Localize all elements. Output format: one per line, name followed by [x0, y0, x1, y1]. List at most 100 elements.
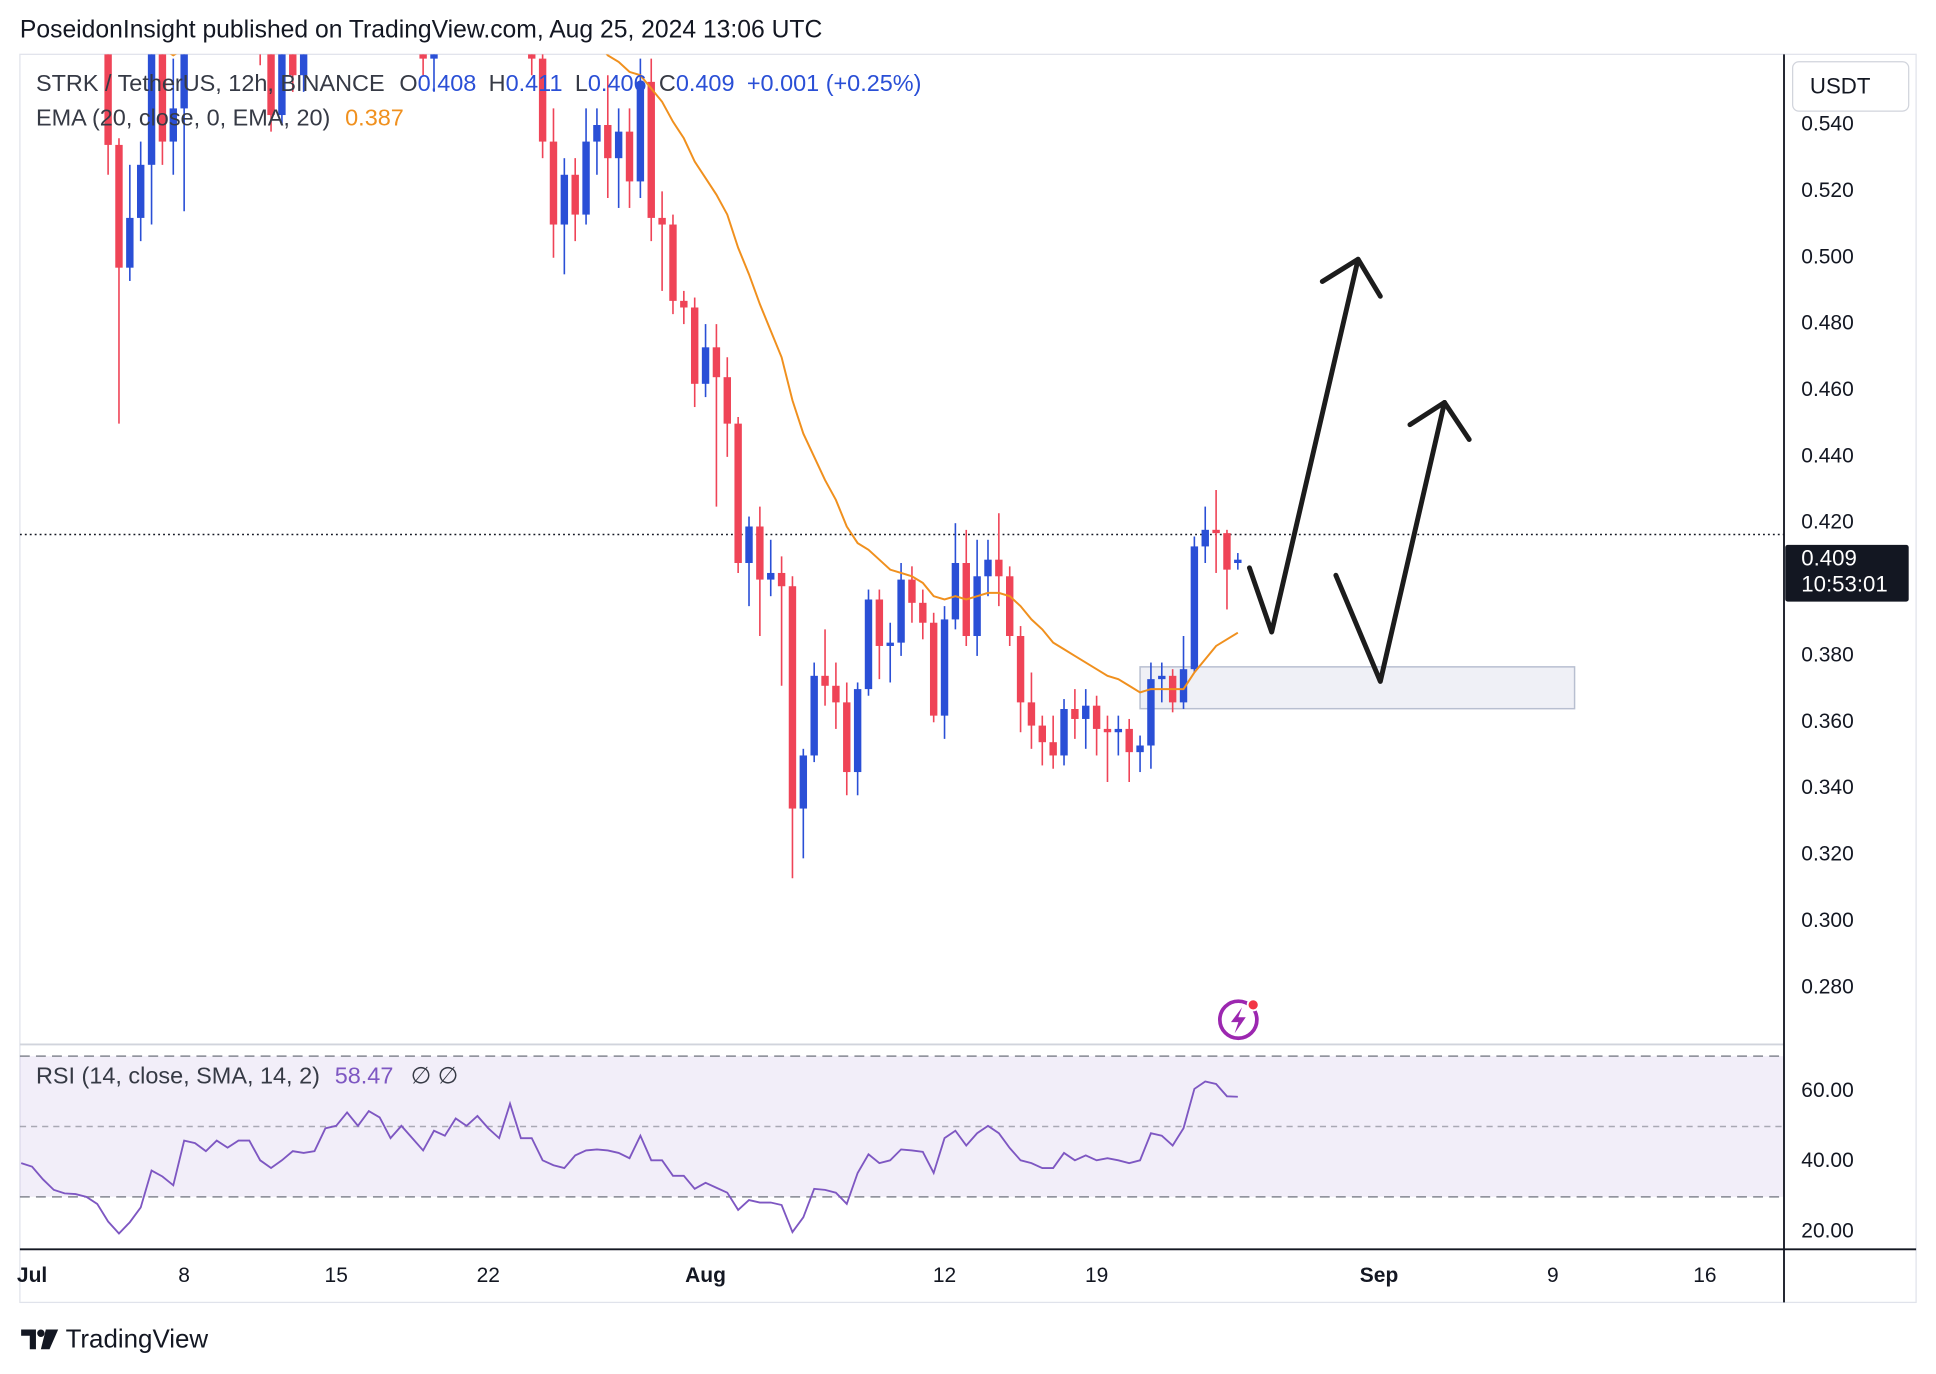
event-icon	[1217, 998, 1260, 1041]
candle-body	[1136, 745, 1144, 753]
zone-box	[1139, 666, 1576, 710]
candle-body	[528, 54, 536, 59]
x-tick-label: 22	[477, 1264, 500, 1287]
candle-body	[886, 642, 894, 646]
candle-body	[430, 54, 438, 59]
footer-logo	[21, 1329, 59, 1350]
y-tick-label: 0.340	[1801, 776, 1853, 799]
projection-arrows	[1246, 256, 1472, 684]
legend-item: 0.411	[506, 70, 563, 96]
candle-body	[1190, 546, 1199, 670]
candle-body	[951, 563, 960, 620]
candle-body	[984, 559, 992, 577]
candle-body	[169, 108, 177, 142]
candle-body	[1016, 636, 1025, 703]
candle-body	[1103, 728, 1112, 733]
arrow-path	[1246, 256, 1361, 635]
candle-body	[995, 559, 1003, 577]
candle-body	[821, 675, 829, 686]
x-tick-label: 16	[1693, 1264, 1716, 1287]
y-tick-label: 60.00	[1801, 1079, 1853, 1102]
y-tick-label: 0.360	[1801, 710, 1853, 733]
x-tick-label: Aug	[685, 1264, 726, 1287]
price-pane	[19, 54, 1785, 879]
candle-body	[788, 586, 797, 809]
candle-body	[1147, 679, 1155, 746]
rsi-line	[20, 1080, 1238, 1235]
candle-body	[723, 377, 731, 424]
candle-body	[267, 54, 275, 116]
legend-item: L	[575, 70, 588, 96]
x-tick-label: 12	[933, 1264, 956, 1287]
icon-bolt	[1230, 1007, 1246, 1034]
candle-body	[875, 599, 884, 646]
candle-body	[289, 54, 297, 76]
candle-body	[625, 131, 634, 182]
legend-item: 0.387	[345, 105, 404, 131]
legend-item: STRK / TetherUS, 12h, BINANCE	[36, 70, 385, 96]
candle-body	[549, 141, 558, 225]
legend-symbol-row: STRK / TetherUS, 12h, BINANCE O0.408 H0.41…	[36, 70, 922, 96]
x-tick-label: 8	[178, 1264, 190, 1287]
candle-body	[767, 572, 775, 580]
candle-body	[538, 58, 547, 142]
arrow-path	[1333, 399, 1447, 684]
candle-body	[115, 144, 123, 268]
ema-line	[169, 54, 1239, 694]
legend-item: 0.409	[676, 70, 735, 96]
legend-item: +0.001 (+0.25%)	[747, 70, 922, 96]
candle-body	[832, 685, 840, 703]
candle-body	[712, 347, 721, 378]
candle-body	[1071, 709, 1079, 719]
unit-box	[1792, 61, 1910, 112]
last-price-value: 0.409	[1801, 546, 1857, 571]
candle-body	[582, 141, 590, 215]
x-tick-label: 19	[1085, 1264, 1108, 1287]
candle-body	[940, 619, 949, 716]
candle-body	[593, 124, 601, 142]
candle-body	[973, 576, 981, 637]
x-tick-label: Jul	[17, 1264, 47, 1287]
unit-label: USDT	[1810, 74, 1871, 99]
y-tick-label: 0.280	[1801, 975, 1853, 998]
candle-body	[745, 526, 753, 564]
legend-item: O	[399, 70, 417, 96]
candle-body	[636, 81, 645, 182]
legend-item: C	[659, 70, 676, 96]
candle-body	[929, 622, 938, 716]
candle-body	[1158, 675, 1166, 680]
candle-body	[1201, 529, 1209, 547]
y-tick-label: 40.00	[1801, 1149, 1853, 1172]
candle-body	[299, 54, 308, 76]
candle-body	[1082, 705, 1090, 719]
candle-body	[136, 164, 145, 218]
logo-part	[21, 1329, 36, 1350]
candle-body	[647, 81, 655, 218]
candle-body	[669, 224, 677, 301]
candle-body	[604, 124, 612, 159]
candle-body	[853, 689, 862, 773]
y-tick-label: 0.300	[1801, 909, 1853, 932]
x-tick-label: 15	[325, 1264, 348, 1287]
candle-body	[680, 300, 688, 308]
candle-body	[777, 572, 786, 587]
legend-item: RSI (14, close, SMA, 14, 2)	[36, 1063, 320, 1089]
x-tick-label: Sep	[1360, 1264, 1398, 1287]
candle-body	[158, 54, 167, 142]
candle-body	[1223, 533, 1231, 570]
y-tick-label: 20.00	[1801, 1220, 1853, 1243]
candle-body	[864, 599, 873, 690]
candle-body	[897, 579, 905, 643]
legend-item: 58.47	[335, 1063, 394, 1089]
candle-body	[658, 217, 666, 225]
candle-body	[1234, 559, 1242, 564]
footer-brand: TradingView	[66, 1326, 209, 1354]
candle-body	[690, 307, 699, 384]
y-tick-label: 0.480	[1801, 312, 1853, 335]
legend-ema-row: EMA (20, close, 0, EMA, 20) 0.387	[36, 105, 404, 131]
countdown: 10:53:01	[1801, 571, 1888, 596]
candle-body	[419, 54, 427, 59]
